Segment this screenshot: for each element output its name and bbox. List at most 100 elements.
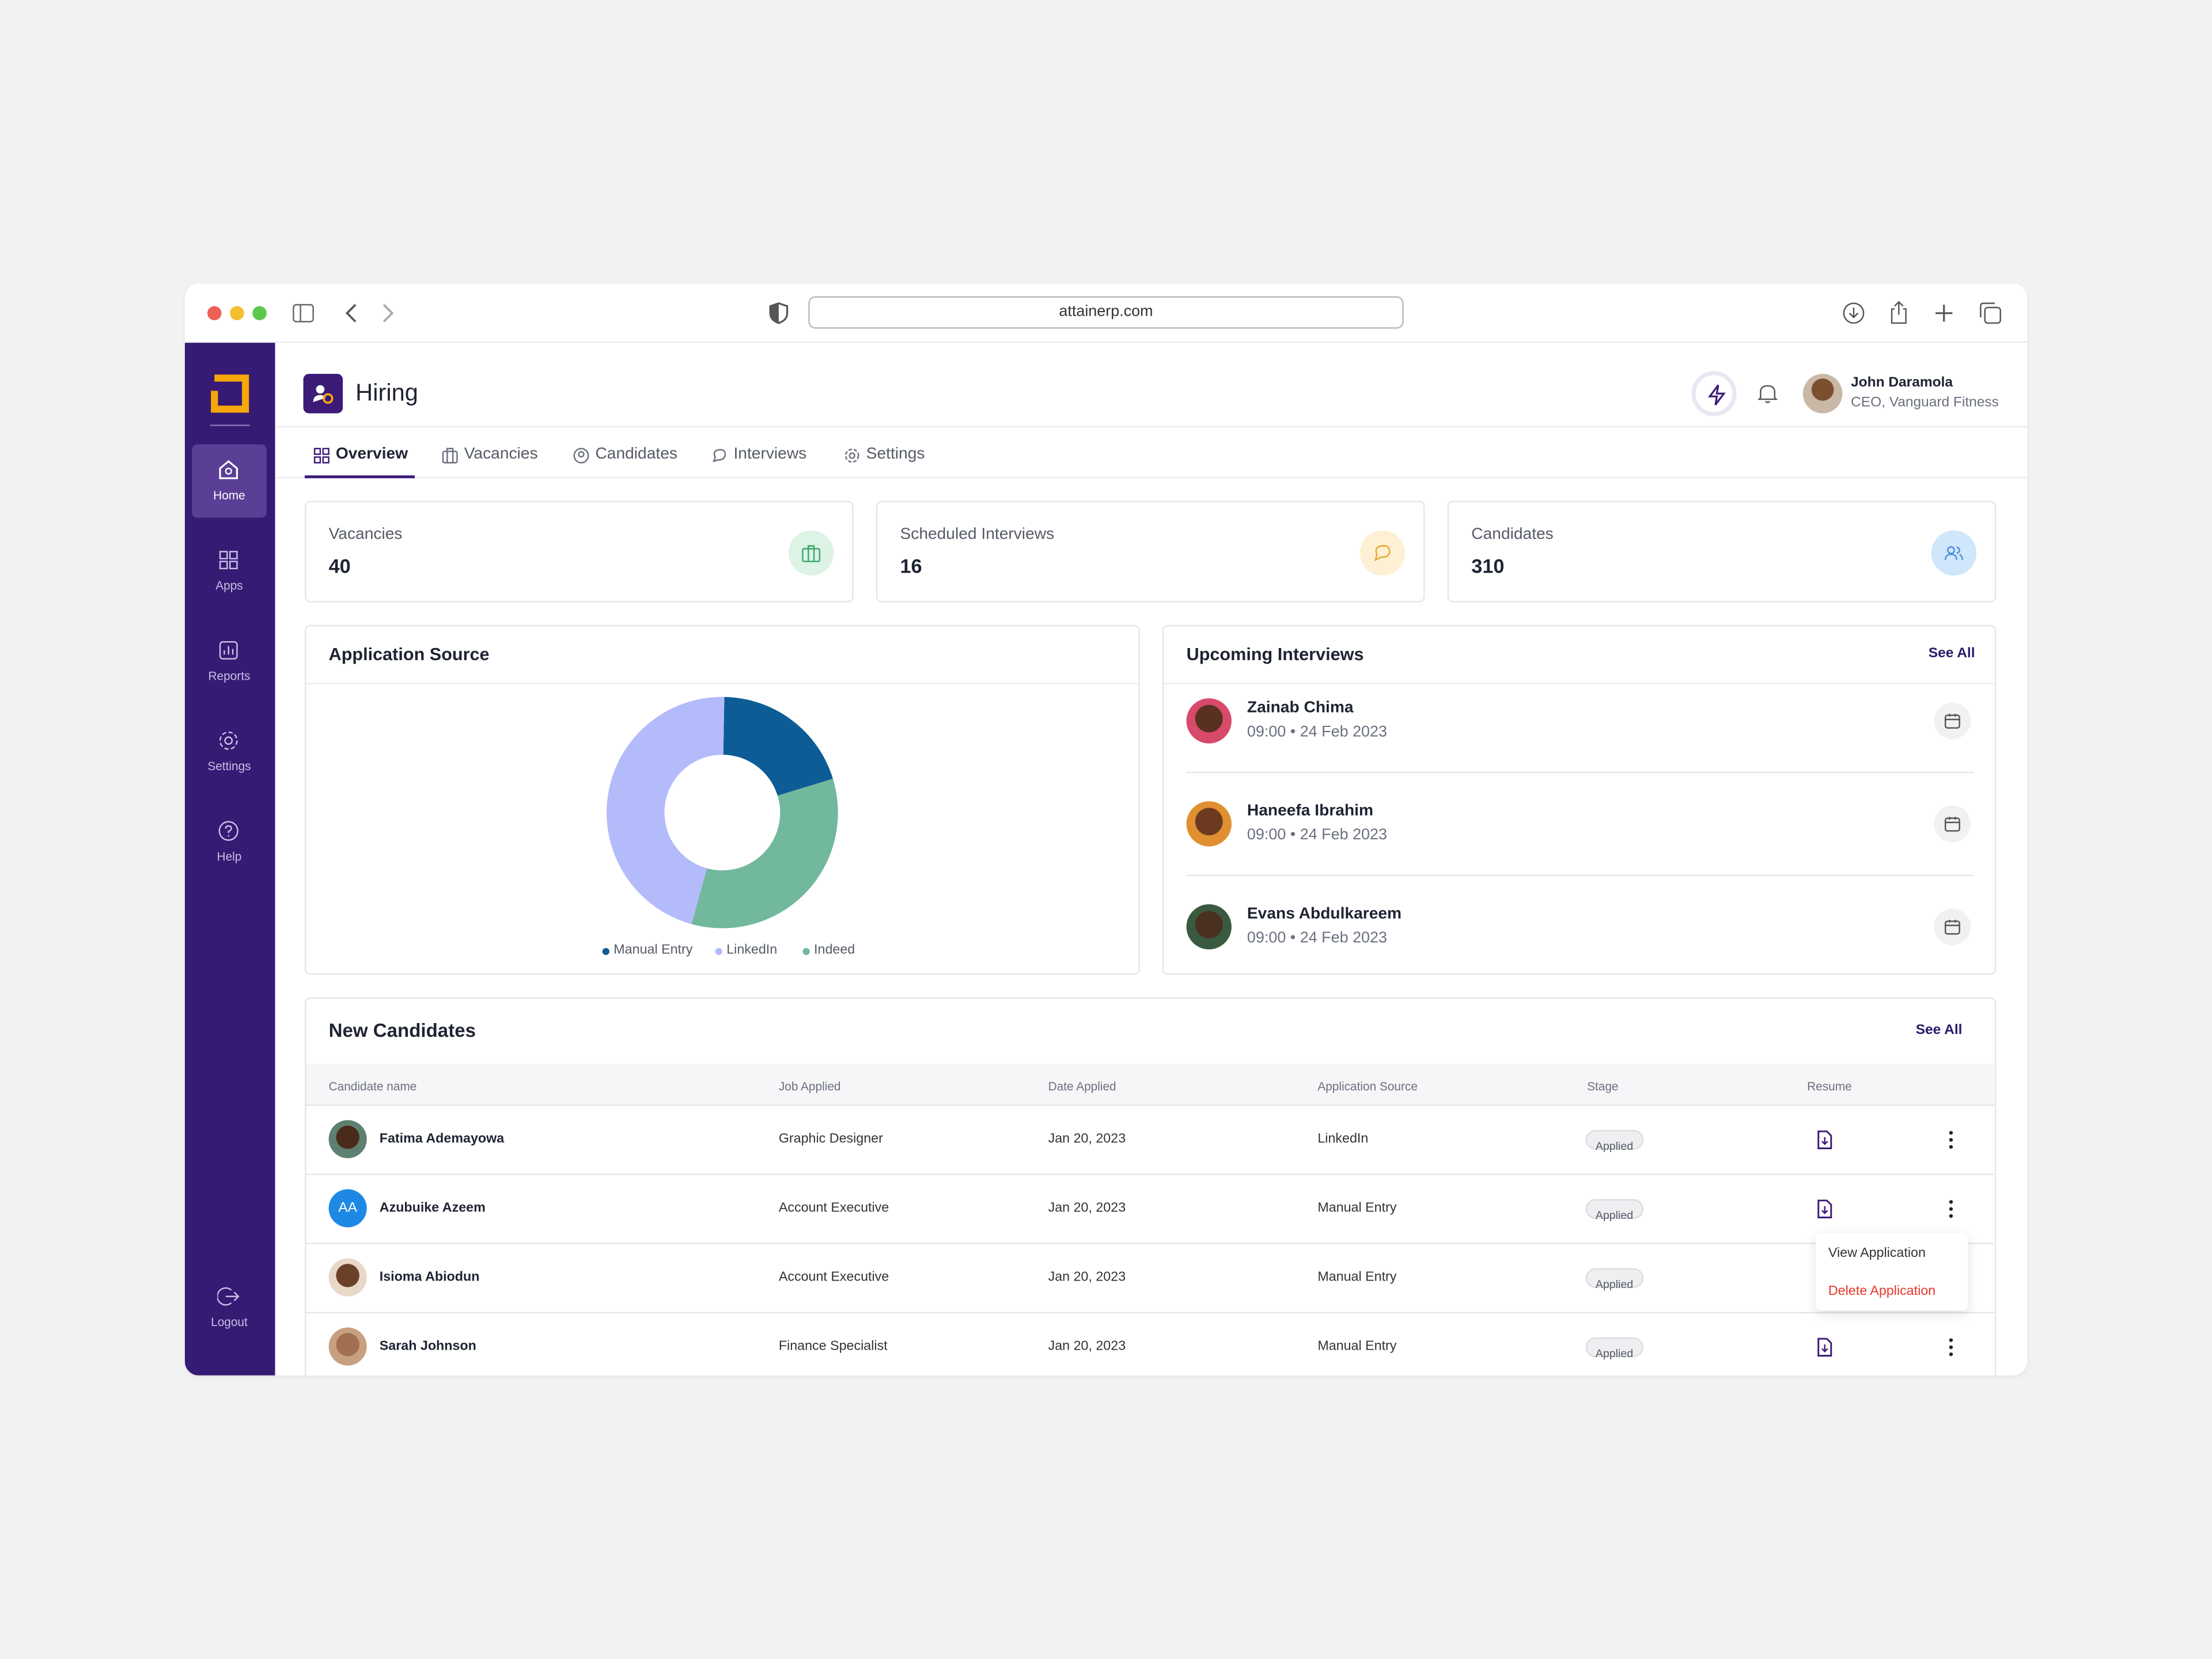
url: attainerp.com (1059, 303, 1153, 320)
tab-icon (442, 448, 458, 464)
tabs-icon[interactable] (1979, 302, 2002, 324)
legend-label: Indeed (814, 942, 855, 958)
interviewee-name: Zainab Chima (1247, 699, 1354, 717)
stat-value: 310 (1471, 554, 1505, 577)
notifications[interactable] (1756, 382, 1779, 405)
row-divider (306, 1173, 1995, 1176)
logo-underline (210, 425, 250, 426)
row-divider (1186, 771, 1974, 774)
stat-label: Candidates (1471, 526, 1554, 543)
sidebar-toggle[interactable] (292, 304, 315, 323)
date-applied: Jan 20, 2023 (1048, 1131, 1126, 1147)
nav-item[interactable]: Help (192, 805, 267, 878)
legend-label: Manual Entry (613, 942, 693, 958)
calendar-icon (1944, 816, 1960, 832)
date-applied: Jan 20, 2023 (1048, 1270, 1126, 1286)
interview-time: 09:00 • 24 Feb 2023 (1247, 724, 1387, 741)
minimize-dot[interactable] (230, 306, 244, 320)
stat-icon (1931, 530, 1977, 576)
user-role: CEO, Vanguard Fitness (1851, 395, 1999, 411)
resume-icon (1817, 1130, 1832, 1149)
quick-action[interactable] (1691, 371, 1737, 416)
date-applied: Jan 20, 2023 (1048, 1200, 1126, 1217)
legend-swatch (715, 948, 722, 955)
column-header: Application Source (1317, 1079, 1418, 1093)
nav-item[interactable]: Home (192, 444, 267, 518)
resume-icon (1817, 1338, 1832, 1357)
card-title: Upcoming Interviews (1186, 645, 1364, 665)
tab[interactable]: Candidates (573, 443, 699, 468)
tab[interactable]: Settings (843, 443, 970, 468)
stage-badge: Applied (1585, 1130, 1643, 1153)
job-applied: Finance Specialist (778, 1339, 888, 1355)
hiring-glyph (313, 385, 334, 404)
application-source: LinkedIn (1317, 1131, 1369, 1147)
nav-item[interactable]: Apps (192, 535, 267, 608)
nav-item[interactable]: Reports (192, 625, 267, 698)
main: Hiring John Daramola CEO, Vanguard Fitness… (275, 343, 2028, 1376)
column-header: Job Applied (778, 1079, 841, 1093)
candidate-name: Isioma Abiodun (379, 1270, 480, 1286)
stage-badge: Applied (1585, 1199, 1643, 1222)
stat-icon (1359, 530, 1406, 576)
zoom-dot[interactable] (252, 306, 267, 320)
date-applied: Jan 20, 2023 (1048, 1339, 1126, 1355)
avatar-initials: AA (338, 1200, 358, 1217)
address-bar[interactable]: attainerp.com (808, 296, 1404, 329)
row-divider (1186, 874, 1974, 876)
stage-badge: Applied (1585, 1268, 1643, 1291)
stage-label: Applied (1595, 1347, 1634, 1360)
tab-label: Vacancies (464, 445, 538, 463)
stage-label: Applied (1595, 1278, 1634, 1291)
nav-icon (219, 641, 238, 660)
candidates-card: New Candidates See All Candidate name Job A… (304, 997, 1997, 1376)
calendar-button[interactable] (1934, 702, 1971, 740)
view-application[interactable]: View Application (1828, 1245, 1926, 1262)
nav-icon (219, 460, 238, 479)
donut-chart (607, 696, 838, 929)
donut-slice (691, 778, 838, 929)
interviewee-avatar (1186, 904, 1232, 950)
calendar-button[interactable] (1934, 908, 1971, 945)
chart-card: Application Source Manual Entry LinkedIn In… (304, 624, 1140, 975)
toolbar: attainerp.com (184, 283, 2028, 343)
interview-time: 09:00 • 24 Feb 2023 (1247, 929, 1387, 947)
candidate-name: Azubuike Azeem (379, 1200, 486, 1217)
see-all[interactable]: See All (1915, 1022, 1963, 1039)
new-tab-icon[interactable] (1934, 304, 1954, 323)
stat-glyph (1374, 545, 1391, 562)
share-icon[interactable] (1889, 301, 1908, 325)
interviewee-name: Evans Abdulkareem (1247, 906, 1402, 923)
candidate-avatar: AA (328, 1189, 367, 1228)
tab-icon (313, 448, 329, 464)
calendar-icon (1944, 919, 1960, 935)
bolt-icon (1707, 384, 1726, 406)
stage-label: Applied (1595, 1139, 1634, 1153)
card-divider (306, 683, 1139, 684)
candidate-avatar (328, 1120, 367, 1158)
nav-item[interactable]: Settings (192, 715, 267, 789)
row-divider (306, 1243, 1995, 1245)
application-source: Manual Entry (1317, 1200, 1397, 1217)
column-header: Stage (1587, 1079, 1619, 1093)
download-icon[interactable] (1842, 302, 1865, 324)
calendar-button[interactable] (1934, 805, 1971, 843)
delete-application[interactable]: Delete Application (1828, 1283, 1936, 1300)
stat-card: Candidates 310 (1447, 501, 1997, 603)
row-menu (1949, 1131, 1953, 1149)
tab[interactable]: Interviews (711, 443, 838, 468)
tab[interactable]: Overview (313, 443, 440, 468)
back-button[interactable] (344, 302, 358, 324)
stat-label: Scheduled Interviews (900, 526, 1055, 543)
see-all[interactable]: See All (1928, 646, 1975, 662)
tab[interactable]: Vacancies (442, 443, 569, 468)
legend-label: LinkedIn (726, 942, 778, 958)
forward-button[interactable] (381, 302, 395, 324)
close-dot[interactable] (207, 306, 222, 320)
tab-label: Settings (866, 445, 925, 463)
user-name: John Daramola (1851, 375, 1953, 391)
logout[interactable]: Logout (192, 1274, 267, 1330)
tab-icon (713, 449, 726, 463)
shield-icon (769, 302, 789, 324)
